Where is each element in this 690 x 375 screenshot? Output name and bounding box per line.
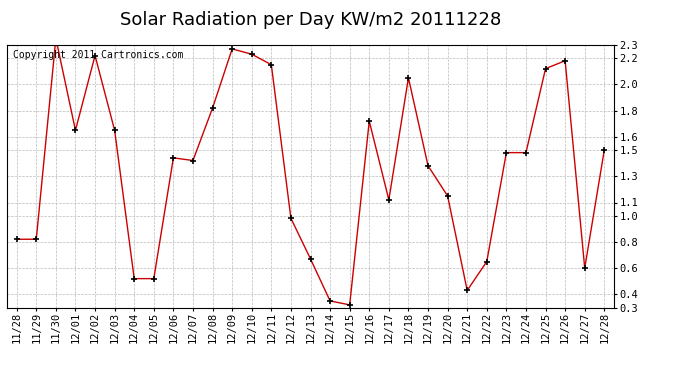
Text: Solar Radiation per Day KW/m2 20111228: Solar Radiation per Day KW/m2 20111228: [120, 11, 501, 29]
Text: Copyright 2011 Cartronics.com: Copyright 2011 Cartronics.com: [13, 50, 184, 60]
